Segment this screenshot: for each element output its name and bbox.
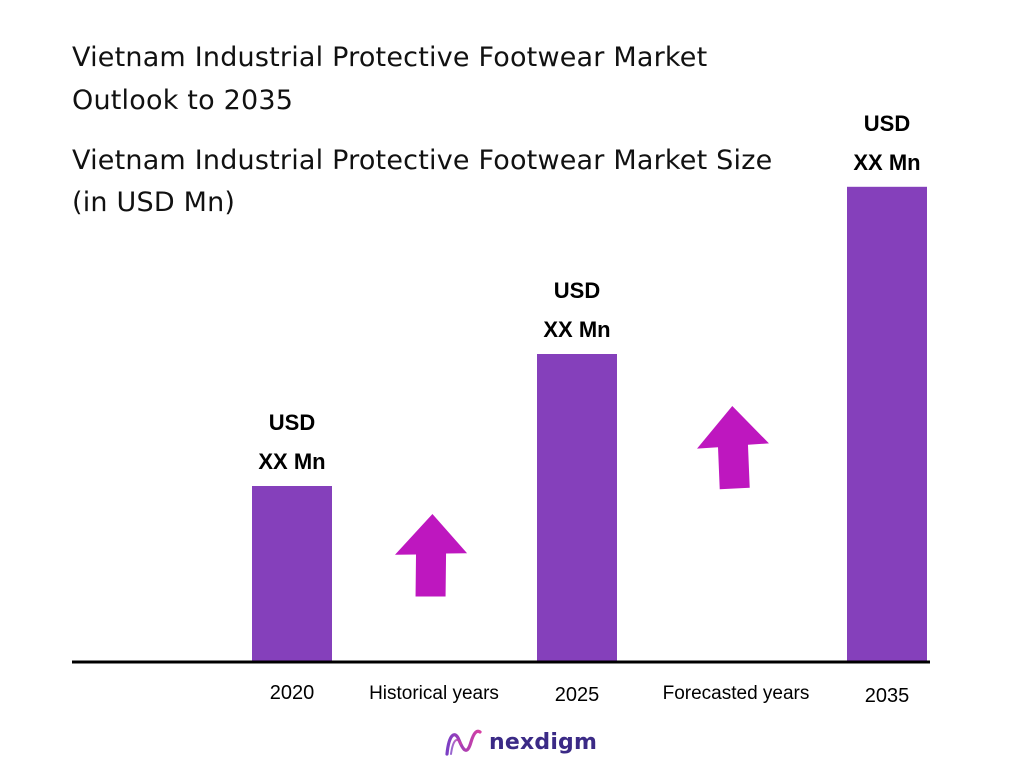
data-label-2025-line-2: XX Mn (543, 317, 610, 342)
brand-logo: nexdigm (443, 724, 597, 760)
data-label-2020-line-1: USD (269, 410, 315, 435)
data-label-2025-line-1: USD (554, 278, 600, 303)
period-label-2: Forecasted years (663, 683, 810, 704)
bar-2025 (537, 354, 617, 662)
period-label-1: Historical years (369, 683, 499, 704)
x-tick-label-2035: 2035 (865, 685, 910, 707)
growth-arrow-up-icon (697, 406, 769, 490)
brand-name: nexdigm (489, 729, 598, 755)
data-label-2035-line-1: USD (864, 111, 910, 136)
x-tick-label-2025: 2025 (555, 684, 600, 706)
x-tick-label-2020: 2020 (270, 682, 315, 704)
growth-arrow-up-icon (394, 514, 468, 597)
nexdigm-logo-icon (445, 729, 482, 756)
chart-subtitle: Vietnam Industrial Protective Footwear M… (72, 145, 773, 218)
chart-title: Vietnam Industrial Protective Footwear M… (72, 42, 708, 116)
bar-2020 (252, 486, 332, 662)
data-label-2020-line-2: XX Mn (258, 449, 325, 474)
bar-2035 (847, 186, 927, 663)
data-label-2035-line-2: XX Mn (853, 150, 920, 175)
